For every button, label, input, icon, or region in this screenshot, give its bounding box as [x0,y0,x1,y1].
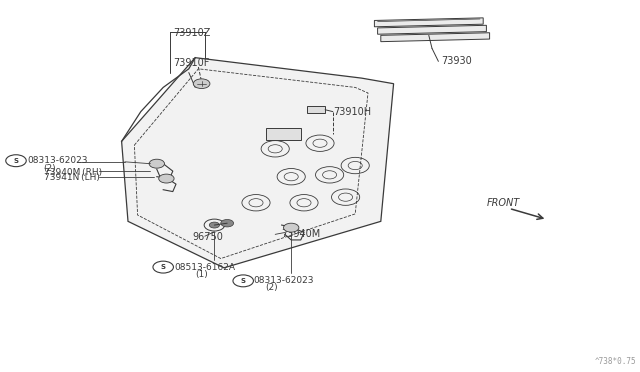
Text: (2): (2) [44,164,56,173]
Text: S: S [13,158,19,164]
Circle shape [159,174,174,183]
Polygon shape [122,58,394,268]
Text: 08313-62023: 08313-62023 [27,156,88,165]
Text: 73910Z: 73910Z [173,29,210,38]
Text: FRONT: FRONT [486,198,520,208]
Polygon shape [381,33,490,42]
Circle shape [193,79,210,89]
Bar [266,128,301,140]
Text: ^738*0.75: ^738*0.75 [595,357,637,366]
Text: 08313-62023: 08313-62023 [253,276,314,285]
Text: 73941N (LH): 73941N (LH) [44,173,99,182]
Text: (2): (2) [266,283,278,292]
Polygon shape [374,18,483,27]
Text: 73910H: 73910H [333,107,371,116]
Circle shape [209,222,220,228]
Text: 73930: 73930 [442,57,472,66]
Text: 73910F: 73910F [173,58,209,68]
Text: 96750: 96750 [192,232,223,242]
Circle shape [149,159,164,168]
Text: 73940M (RH): 73940M (RH) [44,168,102,177]
Text: S: S [161,264,166,270]
Text: 73940M: 73940M [282,229,321,238]
Circle shape [221,219,234,227]
Text: (1): (1) [195,270,208,279]
Bar [307,106,325,113]
Text: S: S [241,278,246,284]
Circle shape [284,223,299,232]
Text: 08513-6162A: 08513-6162A [174,263,235,272]
Polygon shape [378,25,486,34]
